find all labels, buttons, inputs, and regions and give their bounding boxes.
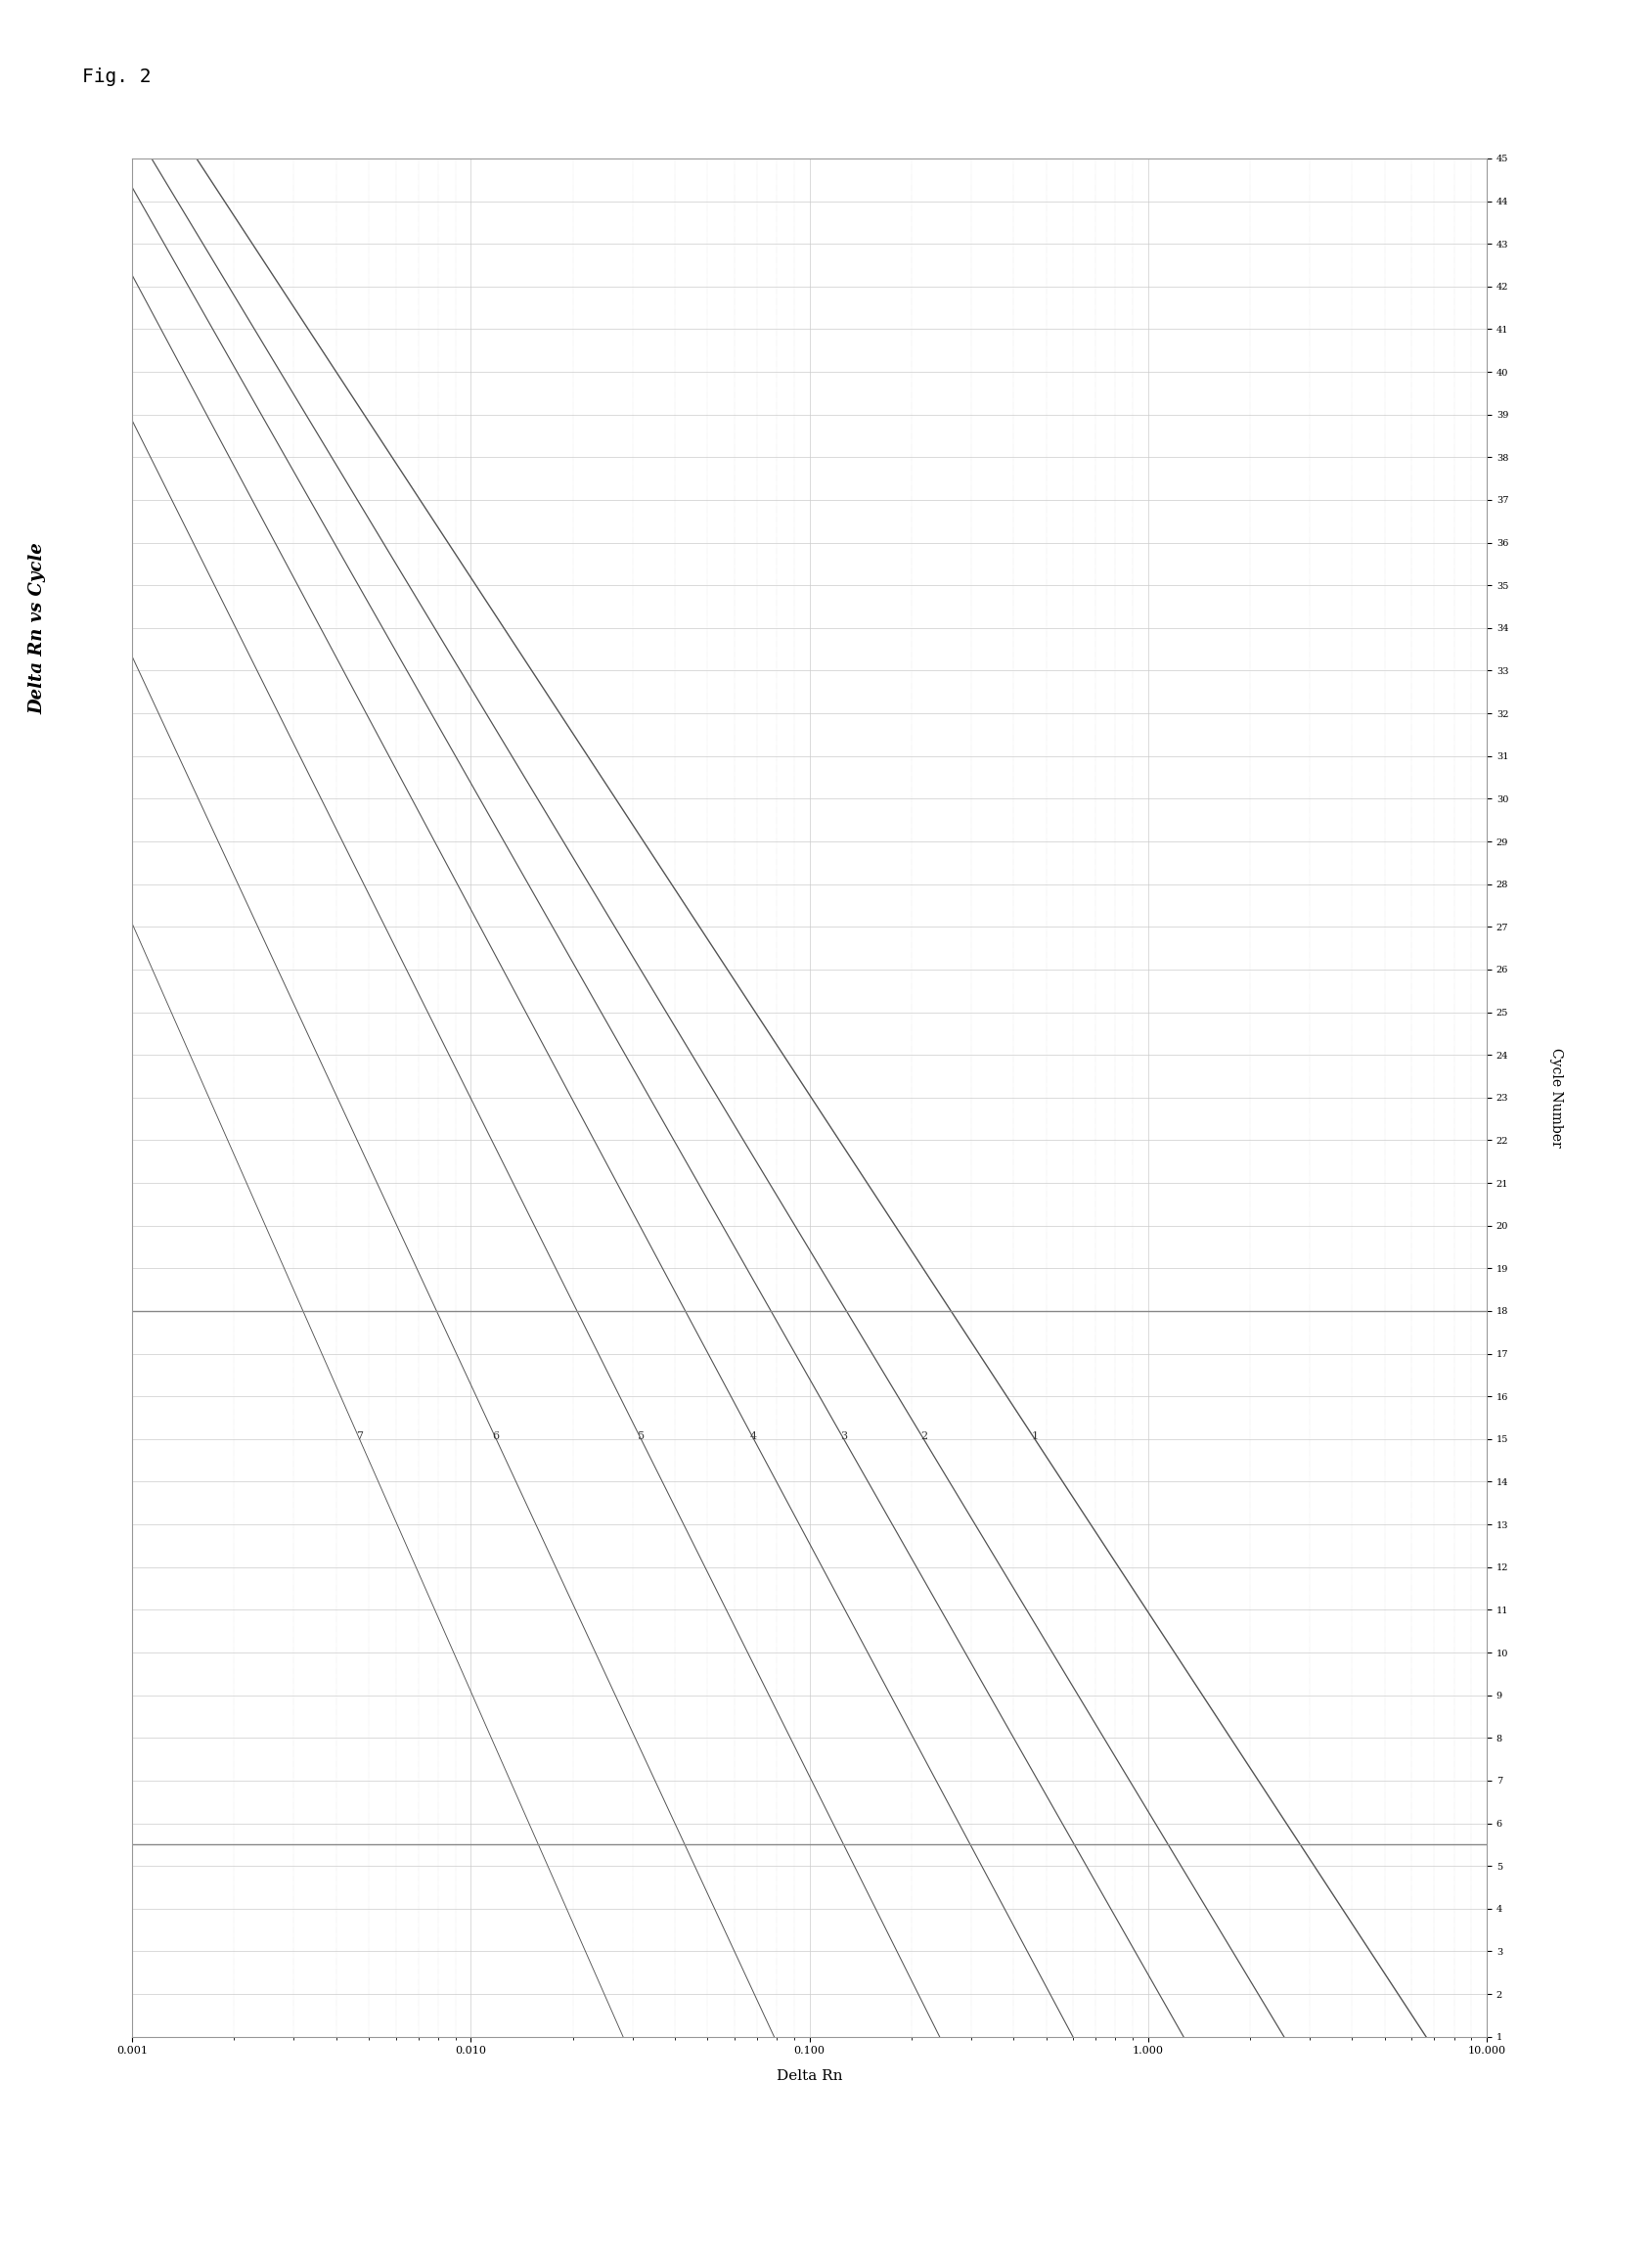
Text: 5: 5 bbox=[638, 1430, 644, 1442]
Text: 7: 7 bbox=[357, 1430, 363, 1442]
Y-axis label: Cycle Number: Cycle Number bbox=[1550, 1048, 1563, 1147]
Text: 2: 2 bbox=[920, 1430, 927, 1442]
Text: Delta Rn vs Cycle: Delta Rn vs Cycle bbox=[28, 543, 46, 713]
Text: 3: 3 bbox=[841, 1430, 847, 1442]
X-axis label: Delta Rn: Delta Rn bbox=[776, 2071, 843, 2084]
Text: 1: 1 bbox=[1031, 1430, 1039, 1442]
Text: 6: 6 bbox=[492, 1430, 499, 1442]
Text: Fig. 2: Fig. 2 bbox=[83, 68, 152, 86]
Text: 4: 4 bbox=[750, 1430, 757, 1442]
